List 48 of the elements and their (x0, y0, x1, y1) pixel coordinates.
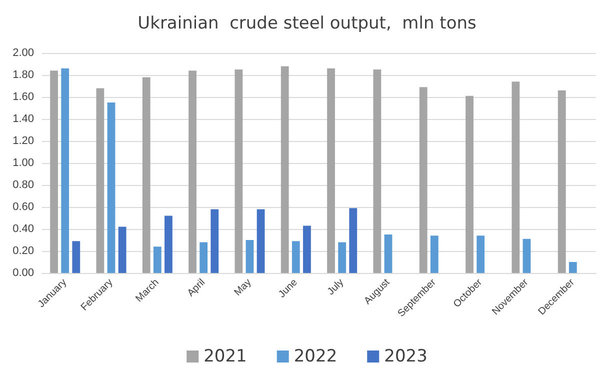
y-tick-label: 0.00 (12, 267, 34, 279)
bar (96, 88, 104, 273)
bar (188, 70, 196, 273)
bar (558, 90, 566, 273)
bar (384, 234, 392, 273)
y-tick-label: 0.40 (12, 223, 34, 235)
bar (512, 82, 520, 273)
bar (349, 208, 358, 273)
bar (522, 238, 531, 273)
y-tick-label: 1.40 (12, 113, 34, 125)
bar (234, 70, 243, 273)
y-tick-label: 1.60 (12, 91, 34, 103)
bar (292, 241, 300, 273)
bar (107, 102, 116, 273)
bar (476, 236, 485, 273)
bar (568, 262, 577, 273)
bar (338, 242, 346, 273)
y-tick-label: 0.60 (12, 201, 34, 213)
bar (327, 68, 335, 273)
legend-label: 2022 (294, 346, 338, 366)
bar (303, 226, 311, 273)
bar (50, 70, 58, 273)
bar (61, 68, 70, 273)
bar (142, 77, 150, 273)
bar (118, 226, 126, 273)
bar (153, 246, 162, 273)
bar (256, 209, 265, 273)
y-tick-label: 0.80 (12, 179, 34, 191)
y-tick-label: 1.20 (12, 135, 34, 147)
chart-title: Ukrainian crude steel output, mln tons (138, 14, 476, 34)
legend-label: 2023 (384, 346, 428, 366)
bar (373, 70, 382, 273)
bar (430, 236, 438, 273)
bar (210, 209, 219, 273)
x-tick-label: July (326, 277, 346, 298)
bar (200, 242, 208, 273)
bar (164, 216, 172, 273)
bar (246, 240, 254, 273)
y-tick-label: 1.80 (12, 69, 34, 81)
bar (419, 87, 428, 273)
bar (280, 66, 289, 273)
legend-label: 2021 (204, 346, 247, 366)
y-tick-label: 0.20 (12, 245, 34, 257)
bar (72, 241, 80, 273)
x-tick-label: May (232, 277, 254, 298)
y-tick-label: 1.00 (12, 157, 34, 169)
y-tick-label: 2.00 (12, 47, 34, 59)
bar (466, 96, 474, 273)
